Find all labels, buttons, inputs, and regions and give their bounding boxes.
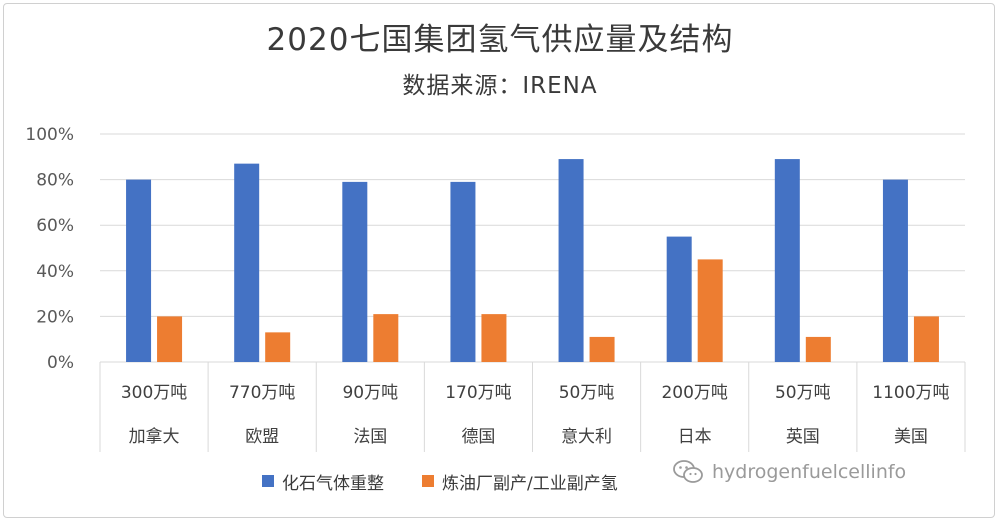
supply-label: 770万吨 xyxy=(229,383,295,403)
legend-label-byproduct: 炼油厂副产/工业副产氢 xyxy=(442,473,618,494)
y-tick-label: 60% xyxy=(36,216,74,236)
bar-byproduct xyxy=(373,314,399,362)
supply-label: 200万吨 xyxy=(661,383,727,403)
y-tick-label: 40% xyxy=(36,262,74,282)
legend-item-fossil: 化石气体重整 xyxy=(262,469,384,494)
bar-fossil xyxy=(666,236,692,362)
category-label: 英国 xyxy=(786,427,820,447)
bar-fossil xyxy=(882,179,908,362)
bar-fossil xyxy=(234,163,260,362)
wechat-logo-icon xyxy=(673,460,703,483)
watermark: hydrogenfuelcellinfo xyxy=(672,458,906,486)
bar-byproduct xyxy=(157,316,183,362)
bar-byproduct xyxy=(481,314,507,362)
y-axis-ticks: 0% 20% 40% 60% 80% 100% xyxy=(25,125,74,373)
supply-label: 300万吨 xyxy=(121,383,187,403)
bar-fossil xyxy=(342,181,368,362)
category-label: 日本 xyxy=(678,427,712,447)
watermark-text: hydrogenfuelcellinfo xyxy=(712,461,907,483)
bar-byproduct xyxy=(913,316,939,362)
chart-title: 2020七国集团氢气供应量及结构 xyxy=(266,22,734,58)
legend-swatch-fossil xyxy=(262,475,274,487)
supply-label: 170万吨 xyxy=(445,383,511,403)
chart-frame xyxy=(3,3,995,518)
legend-swatch-byproduct xyxy=(422,475,434,487)
bar-byproduct xyxy=(697,259,723,362)
category-label: 法国 xyxy=(353,427,387,447)
bar-fossil xyxy=(774,159,800,362)
chart-subtitle: 数据来源：IRENA xyxy=(402,73,598,99)
y-tick-label: 20% xyxy=(36,307,74,327)
y-tick-label: 80% xyxy=(36,171,74,191)
bar-byproduct xyxy=(589,336,615,362)
y-tick-label: 0% xyxy=(47,353,74,373)
bars xyxy=(126,159,939,362)
bar-byproduct xyxy=(265,332,291,362)
bar-fossil xyxy=(126,179,152,362)
category-label: 加拿大 xyxy=(129,426,180,447)
category-label: 意大利 xyxy=(561,427,612,447)
supply-label: 1100万吨 xyxy=(872,383,949,403)
y-tick-label: 100% xyxy=(25,125,74,145)
legend-item-byproduct: 炼油厂副产/工业副产氢 xyxy=(422,469,618,494)
supply-label: 50万吨 xyxy=(775,383,831,403)
bar-fossil xyxy=(450,181,476,362)
category-label: 欧盟 xyxy=(245,427,279,447)
supply-label: 90万吨 xyxy=(342,383,398,403)
supply-label: 50万吨 xyxy=(559,383,615,403)
bar-byproduct xyxy=(805,336,831,362)
category-label: 德国 xyxy=(461,427,495,447)
legend: 化石气体重整 炼油厂副产/工业副产氢 xyxy=(262,468,656,494)
gridlines xyxy=(100,133,965,363)
bar-fossil xyxy=(558,159,584,362)
category-label: 美国 xyxy=(894,427,928,447)
legend-label-fossil: 化石气体重整 xyxy=(282,473,384,494)
